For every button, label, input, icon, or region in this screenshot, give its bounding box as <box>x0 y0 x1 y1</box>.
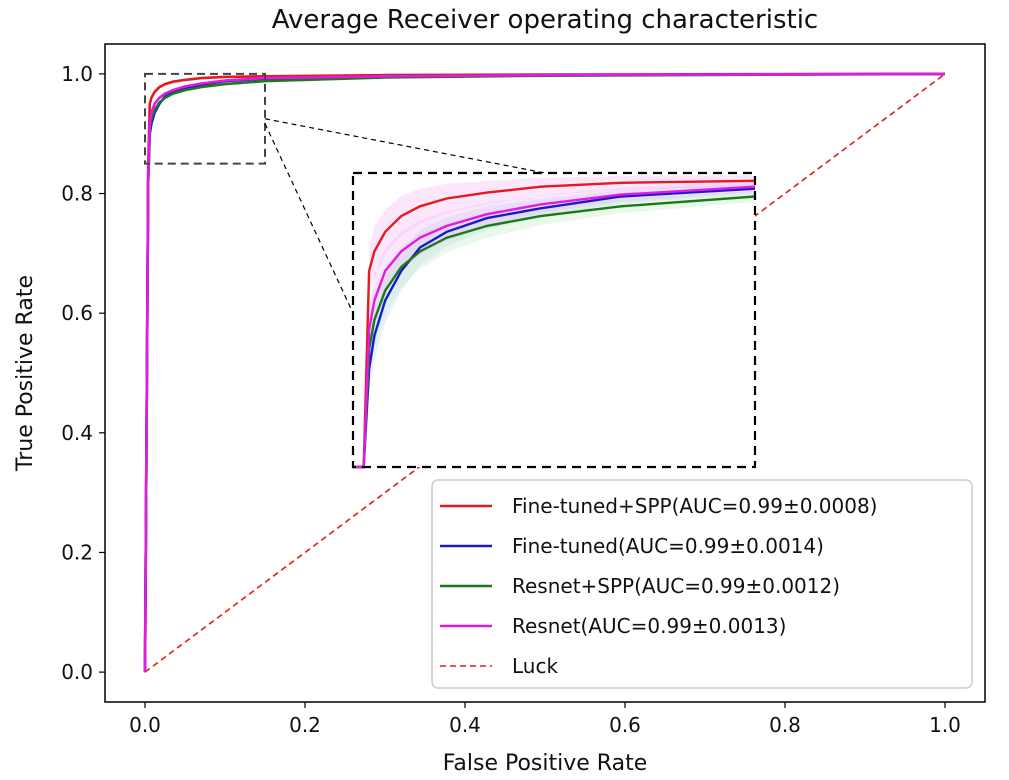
y-tick-label: 0.6 <box>61 301 93 325</box>
legend-label: Resnet(AUC=0.99±0.0013) <box>512 614 786 638</box>
zoom-connector <box>265 124 353 313</box>
zoom-connector <box>265 119 545 173</box>
x-tick-label: 0.0 <box>129 713 161 737</box>
y-axis-label: True Positive Rate <box>13 275 38 472</box>
zoom-inset <box>145 74 755 467</box>
legend-label: Luck <box>512 654 558 678</box>
y-tick-label: 0.4 <box>61 421 93 445</box>
legend-label: Fine-tuned(AUC=0.99±0.0014) <box>512 534 824 558</box>
y-tick-label: 0.0 <box>61 660 93 684</box>
x-tick-label: 0.6 <box>609 713 641 737</box>
y-tick-label: 1.0 <box>61 62 93 86</box>
x-tick-label: 0.4 <box>449 713 481 737</box>
y-tick-label: 0.2 <box>61 540 93 564</box>
x-axis-label: False Positive Rate <box>443 751 647 776</box>
legend-label: Resnet+SPP(AUC=0.99±0.0012) <box>512 574 840 598</box>
legend-label: Fine-tuned+SPP(AUC=0.99±0.0008) <box>512 494 878 518</box>
y-tick-label: 0.8 <box>61 182 93 206</box>
x-tick-label: 0.2 <box>289 713 321 737</box>
legend: Fine-tuned+SPP(AUC=0.99±0.0008) Fine-tune… <box>432 480 972 688</box>
x-tick-label: 0.8 <box>769 713 801 737</box>
x-tick-label: 1.0 <box>929 713 961 737</box>
chart-title: Average Receiver operating characteristi… <box>272 5 818 35</box>
